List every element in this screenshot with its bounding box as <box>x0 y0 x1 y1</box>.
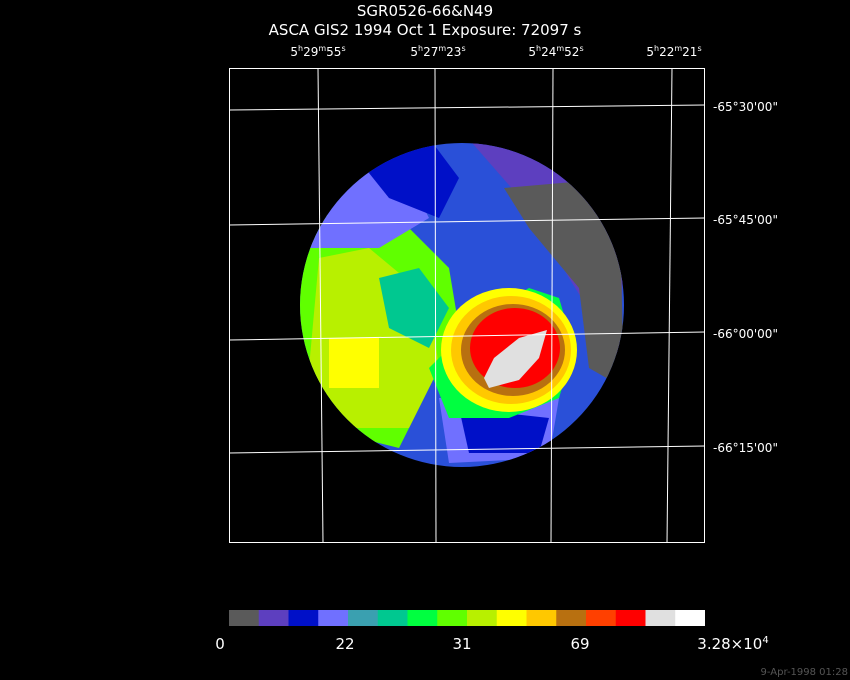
dec-tick-label: -65°45'00" <box>713 213 778 227</box>
colorbar-label: 69 <box>570 635 590 653</box>
colorbar-label: 3.28×104 <box>697 635 769 653</box>
colorbar-label: 0 <box>215 635 225 653</box>
ra-tick-label: 5h27m23s <box>410 44 466 59</box>
detector-field <box>300 143 624 467</box>
colorbar-swatch <box>288 610 319 626</box>
colorbar-swatch <box>526 610 557 626</box>
image-subtitle: ASCA GIS2 1994 Oct 1 Exposure: 72097 s <box>268 21 582 39</box>
colorbar-swatch <box>586 610 617 626</box>
colorbar-swatch <box>407 610 438 626</box>
bright-source <box>441 288 577 412</box>
colorbar-swatch <box>258 610 289 626</box>
colorbar-swatch <box>645 610 676 626</box>
colorbar <box>229 610 705 626</box>
dec-tick-label: -65°30'00" <box>713 100 778 114</box>
colorbar-swatch <box>496 610 527 626</box>
colorbar-swatch <box>556 610 587 626</box>
ra-tick-label: 5h22m21s <box>646 44 702 59</box>
dec-tick-label: -66°15'00" <box>713 441 778 455</box>
colorbar-label: 22 <box>335 635 355 653</box>
ra-tick-label: 5h29m55s <box>290 44 346 59</box>
xray-image-panel <box>229 68 705 543</box>
colorbar-label: 31 <box>452 635 472 653</box>
colorbar-swatch <box>467 610 498 626</box>
timestamp: 9-Apr-1998 01:28 <box>760 667 848 678</box>
coordinate-grid <box>229 68 705 543</box>
colorbar-swatch <box>377 610 408 626</box>
image-title: SGR0526-66&N49 <box>356 2 494 20</box>
ra-tick-label: 5h24m52s <box>528 44 584 59</box>
colorbar-swatch <box>229 610 260 626</box>
colorbar-swatch <box>615 610 646 626</box>
colorbar-swatch <box>675 610 705 626</box>
colorbar-swatch <box>318 610 349 626</box>
colorbar-swatch <box>437 610 468 626</box>
colorbar-swatch <box>348 610 379 626</box>
xray-image <box>229 68 705 543</box>
dec-tick-label: -66°00'00" <box>713 327 778 341</box>
